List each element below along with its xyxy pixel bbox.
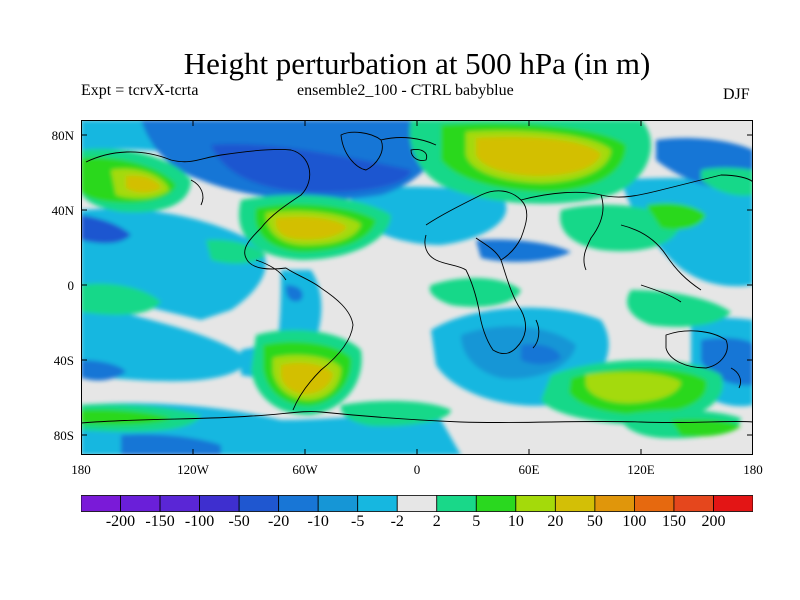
colorbar-label: 5 [472,513,481,530]
colorbar-box [81,495,121,512]
colorbar-box [159,495,200,512]
colorbar [81,495,753,512]
colorbar-label: -2 [390,513,404,530]
map-panel [81,120,753,455]
coastlines [81,131,753,424]
lon-label-180e: 180 [743,462,763,477]
lon-label-120e: 120E [627,462,655,477]
colorbar-box [278,495,319,512]
lat-label-80n: 80N [51,128,74,143]
plot-title: Height perturbation at 500 hPa (in m) [183,46,651,81]
season-label: DJF [723,86,750,103]
lat-label-80s: 80S [53,428,74,443]
colorbar-label: 150 [661,513,686,530]
colorbar-box [673,495,714,512]
lon-label-180w: 180 [71,462,91,477]
colorbar-label: -10 [307,513,329,530]
colorbar-label: 20 [547,513,564,530]
colorbar-label: -20 [267,513,290,530]
colorbar-label: -200 [105,513,136,530]
colorbar-label: 10 [507,513,524,530]
colorbar-box [357,495,398,512]
lon-label-60w: 60W [292,462,318,477]
lat-label-40s: 40S [53,353,74,368]
colorbar-box [515,495,556,512]
colorbar-label: 2 [432,513,441,530]
colorbar-box [238,495,280,512]
ensemble-label: ensemble2_100 - CTRL babyblue [297,82,514,99]
colorbar-box [199,495,240,512]
colorbar-label: -50 [228,513,250,530]
lon-label-0: 0 [413,462,421,477]
colorbar-label: -5 [351,513,365,530]
colorbar-box [634,495,675,512]
lat-label-eq: 0 [67,278,75,293]
colorbar-box [436,495,477,512]
lat-label-40n: 40N [51,203,74,218]
colorbar-label: 100 [622,513,647,530]
map-ticks [81,120,753,455]
colorbar-label: -100 [184,513,215,530]
lon-label-60e: 60E [518,462,540,477]
colorbar-label: 200 [701,513,726,530]
colorbar-box [475,495,517,512]
colorbar-box [554,495,596,512]
colorbar-label: 50 [586,513,603,530]
colorbar-box [594,495,635,512]
experiment-label: Expt = tcrvX-tcrta [81,82,199,99]
colorbar-box [120,495,161,512]
contour-field [81,120,753,455]
colorbar-box [317,495,359,512]
lon-label-120w: 120W [177,462,209,477]
colorbar-label: -150 [145,513,175,530]
colorbar-box [713,495,753,512]
colorbar-box [396,495,438,512]
